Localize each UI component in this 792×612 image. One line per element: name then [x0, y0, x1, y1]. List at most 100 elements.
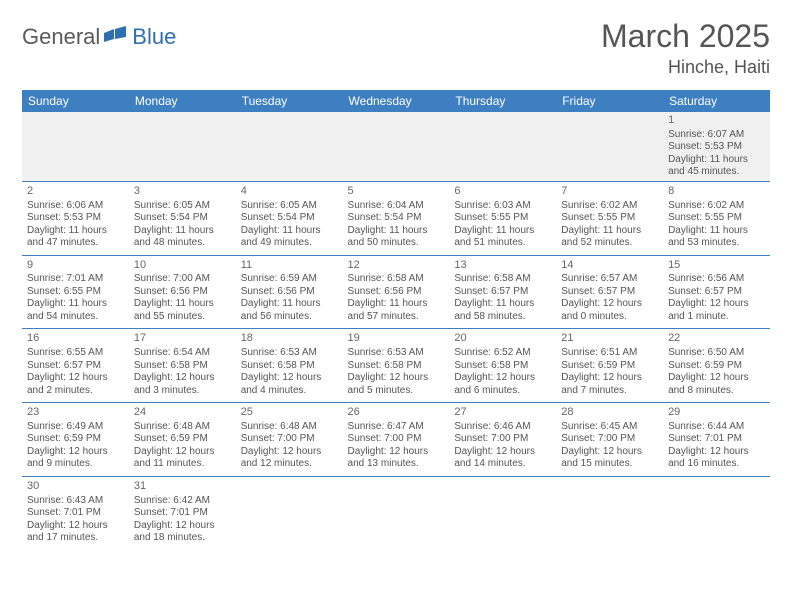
sunrise-text: Sunrise: 6:44 AM	[668, 421, 765, 434]
day-number: 15	[668, 259, 765, 273]
page-header: General Blue March 2025 Hinche, Haiti	[22, 18, 770, 78]
location-label: Hinche, Haiti	[601, 57, 770, 78]
day-number: 21	[561, 332, 658, 346]
sunrise-text: Sunrise: 6:54 AM	[134, 347, 231, 360]
day-number: 13	[454, 259, 551, 273]
calendar-cell: 30Sunrise: 6:43 AMSunset: 7:01 PMDayligh…	[22, 476, 129, 549]
calendar-week: 9Sunrise: 7:01 AMSunset: 6:55 PMDaylight…	[22, 255, 770, 329]
sunrise-text: Sunrise: 6:56 AM	[668, 273, 765, 286]
sunrise-text: Sunrise: 6:50 AM	[668, 347, 765, 360]
day-number: 8	[668, 185, 765, 199]
sunrise-text: Sunrise: 6:55 AM	[27, 347, 124, 360]
daylight-text: Daylight: 11 hours and 54 minutes.	[27, 298, 124, 323]
daylight-text: Daylight: 12 hours and 15 minutes.	[561, 446, 658, 471]
daylight-text: Daylight: 12 hours and 11 minutes.	[134, 446, 231, 471]
sunset-text: Sunset: 5:54 PM	[348, 212, 445, 225]
calendar-week: 2Sunrise: 6:06 AMSunset: 5:53 PMDaylight…	[22, 181, 770, 255]
calendar-cell: 23Sunrise: 6:49 AMSunset: 6:59 PMDayligh…	[22, 403, 129, 477]
dayname-saturday: Saturday	[663, 90, 770, 112]
daylight-text: Daylight: 12 hours and 6 minutes.	[454, 372, 551, 397]
day-number: 23	[27, 406, 124, 420]
dayname-tuesday: Tuesday	[236, 90, 343, 112]
sunrise-text: Sunrise: 6:47 AM	[348, 421, 445, 434]
calendar-cell: 7Sunrise: 6:02 AMSunset: 5:55 PMDaylight…	[556, 181, 663, 255]
daylight-text: Daylight: 12 hours and 12 minutes.	[241, 446, 338, 471]
daylight-text: Daylight: 12 hours and 9 minutes.	[27, 446, 124, 471]
sunset-text: Sunset: 5:55 PM	[668, 212, 765, 225]
sunset-text: Sunset: 6:56 PM	[348, 286, 445, 299]
sunset-text: Sunset: 7:00 PM	[348, 433, 445, 446]
calendar-week: 1Sunrise: 6:07 AMSunset: 5:53 PMDaylight…	[22, 112, 770, 181]
calendar-cell	[449, 476, 556, 549]
calendar-cell: 16Sunrise: 6:55 AMSunset: 6:57 PMDayligh…	[22, 329, 129, 403]
day-number: 3	[134, 185, 231, 199]
day-number: 22	[668, 332, 765, 346]
sunset-text: Sunset: 7:01 PM	[27, 507, 124, 520]
sunset-text: Sunset: 6:59 PM	[668, 360, 765, 373]
calendar-cell	[343, 112, 450, 181]
calendar-cell: 27Sunrise: 6:46 AMSunset: 7:00 PMDayligh…	[449, 403, 556, 477]
day-number: 20	[454, 332, 551, 346]
calendar-cell	[556, 476, 663, 549]
dayname-row: Sunday Monday Tuesday Wednesday Thursday…	[22, 90, 770, 112]
sunrise-text: Sunrise: 6:05 AM	[134, 200, 231, 213]
sunrise-text: Sunrise: 6:49 AM	[27, 421, 124, 434]
calendar-cell: 28Sunrise: 6:45 AMSunset: 7:00 PMDayligh…	[556, 403, 663, 477]
sunset-text: Sunset: 6:57 PM	[27, 360, 124, 373]
sunset-text: Sunset: 6:58 PM	[454, 360, 551, 373]
calendar-cell: 25Sunrise: 6:48 AMSunset: 7:00 PMDayligh…	[236, 403, 343, 477]
calendar-cell: 14Sunrise: 6:57 AMSunset: 6:57 PMDayligh…	[556, 255, 663, 329]
calendar-cell	[449, 112, 556, 181]
calendar-table: Sunday Monday Tuesday Wednesday Thursday…	[22, 90, 770, 550]
day-number: 9	[27, 259, 124, 273]
logo-text-blue: Blue	[132, 24, 176, 50]
sunset-text: Sunset: 5:54 PM	[134, 212, 231, 225]
daylight-text: Daylight: 11 hours and 50 minutes.	[348, 225, 445, 250]
calendar-cell	[663, 476, 770, 549]
page-title: March 2025	[601, 18, 770, 55]
sunset-text: Sunset: 6:56 PM	[241, 286, 338, 299]
calendar-cell: 8Sunrise: 6:02 AMSunset: 5:55 PMDaylight…	[663, 181, 770, 255]
calendar-cell: 9Sunrise: 7:01 AMSunset: 6:55 PMDaylight…	[22, 255, 129, 329]
dayname-friday: Friday	[556, 90, 663, 112]
sunrise-text: Sunrise: 6:46 AM	[454, 421, 551, 434]
sunrise-text: Sunrise: 6:03 AM	[454, 200, 551, 213]
sunrise-text: Sunrise: 6:04 AM	[348, 200, 445, 213]
calendar-cell: 13Sunrise: 6:58 AMSunset: 6:57 PMDayligh…	[449, 255, 556, 329]
sunrise-text: Sunrise: 6:42 AM	[134, 495, 231, 508]
sunrise-text: Sunrise: 6:53 AM	[241, 347, 338, 360]
calendar-week: 23Sunrise: 6:49 AMSunset: 6:59 PMDayligh…	[22, 403, 770, 477]
sunrise-text: Sunrise: 6:58 AM	[348, 273, 445, 286]
day-number: 17	[134, 332, 231, 346]
calendar-cell: 4Sunrise: 6:05 AMSunset: 5:54 PMDaylight…	[236, 181, 343, 255]
sunrise-text: Sunrise: 6:07 AM	[668, 129, 765, 142]
day-number: 27	[454, 406, 551, 420]
sunset-text: Sunset: 6:59 PM	[27, 433, 124, 446]
sunset-text: Sunset: 7:00 PM	[561, 433, 658, 446]
calendar-week: 16Sunrise: 6:55 AMSunset: 6:57 PMDayligh…	[22, 329, 770, 403]
calendar-cell: 15Sunrise: 6:56 AMSunset: 6:57 PMDayligh…	[663, 255, 770, 329]
calendar-cell: 29Sunrise: 6:44 AMSunset: 7:01 PMDayligh…	[663, 403, 770, 477]
daylight-text: Daylight: 12 hours and 3 minutes.	[134, 372, 231, 397]
dayname-wednesday: Wednesday	[343, 90, 450, 112]
daylight-text: Daylight: 11 hours and 49 minutes.	[241, 225, 338, 250]
daylight-text: Daylight: 11 hours and 48 minutes.	[134, 225, 231, 250]
daylight-text: Daylight: 11 hours and 55 minutes.	[134, 298, 231, 323]
daylight-text: Daylight: 12 hours and 5 minutes.	[348, 372, 445, 397]
daylight-text: Daylight: 12 hours and 7 minutes.	[561, 372, 658, 397]
sunrise-text: Sunrise: 7:01 AM	[27, 273, 124, 286]
calendar-cell: 19Sunrise: 6:53 AMSunset: 6:58 PMDayligh…	[343, 329, 450, 403]
sunrise-text: Sunrise: 6:43 AM	[27, 495, 124, 508]
daylight-text: Daylight: 12 hours and 16 minutes.	[668, 446, 765, 471]
daylight-text: Daylight: 11 hours and 45 minutes.	[668, 154, 765, 179]
calendar-cell	[343, 476, 450, 549]
sunrise-text: Sunrise: 6:48 AM	[134, 421, 231, 434]
sunrise-text: Sunrise: 6:57 AM	[561, 273, 658, 286]
daylight-text: Daylight: 12 hours and 0 minutes.	[561, 298, 658, 323]
day-number: 12	[348, 259, 445, 273]
calendar-cell: 11Sunrise: 6:59 AMSunset: 6:56 PMDayligh…	[236, 255, 343, 329]
calendar-cell	[236, 476, 343, 549]
day-number: 6	[454, 185, 551, 199]
flag-icon	[104, 26, 128, 49]
day-number: 26	[348, 406, 445, 420]
